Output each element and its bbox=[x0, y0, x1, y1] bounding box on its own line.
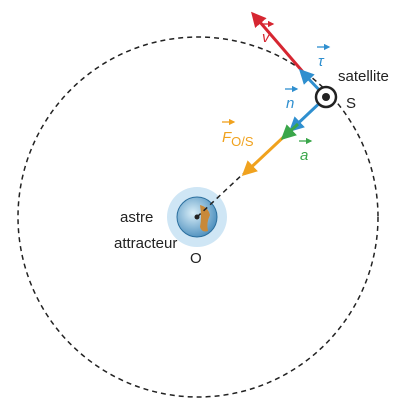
vector-label: n bbox=[286, 95, 294, 112]
vector-label: a bbox=[300, 147, 308, 164]
vector-label: v bbox=[262, 29, 271, 46]
vector-subscript: O/S bbox=[231, 134, 254, 149]
satellite-core bbox=[322, 93, 330, 101]
point-o bbox=[194, 214, 200, 220]
vector-symbol: F bbox=[222, 129, 232, 146]
point-s: S bbox=[346, 95, 356, 112]
vector-a bbox=[280, 122, 300, 141]
radius-line bbox=[196, 171, 246, 218]
point-o-label: O bbox=[190, 250, 202, 267]
vector-label: FO/S bbox=[222, 129, 254, 149]
attractor-line: attracteur bbox=[114, 235, 177, 252]
satellite-label: satellite bbox=[338, 68, 389, 85]
vector-label: τ bbox=[318, 53, 325, 70]
orbit bbox=[17, 36, 379, 398]
attractor-line: astre bbox=[120, 209, 153, 226]
vector-v bbox=[251, 11, 305, 73]
continent bbox=[200, 205, 210, 232]
